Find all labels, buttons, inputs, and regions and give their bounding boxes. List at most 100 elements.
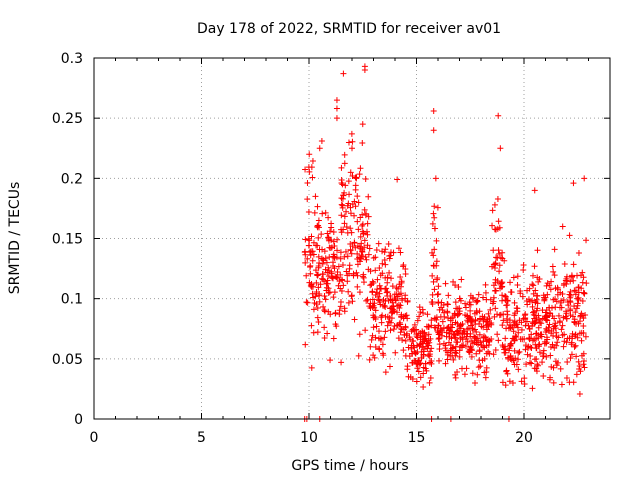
data-point <box>431 246 438 253</box>
data-point <box>508 289 515 296</box>
data-point <box>513 333 520 340</box>
data-point <box>460 328 467 335</box>
data-point <box>496 224 503 231</box>
data-point <box>330 253 337 260</box>
data-point <box>546 304 553 311</box>
data-point <box>520 266 527 273</box>
data-point <box>356 254 363 261</box>
data-point <box>428 345 435 352</box>
data-point <box>313 242 320 249</box>
data-point <box>444 301 451 308</box>
data-point <box>434 204 441 211</box>
data-point <box>367 343 374 350</box>
data-point <box>575 296 582 303</box>
data-point <box>482 289 489 296</box>
data-point <box>574 334 581 341</box>
data-point <box>567 299 574 306</box>
data-point <box>571 343 578 350</box>
data-point <box>416 313 423 320</box>
data-point <box>494 331 501 338</box>
data-point <box>387 319 394 326</box>
data-point <box>359 221 366 228</box>
data-point <box>509 380 516 387</box>
data-point <box>457 344 464 351</box>
data-point <box>559 223 566 230</box>
data-point <box>526 359 533 366</box>
data-point <box>340 282 347 289</box>
data-point <box>570 180 577 187</box>
data-point <box>574 302 581 309</box>
data-point <box>499 292 506 299</box>
data-point <box>395 335 402 342</box>
data-point <box>472 326 479 333</box>
data-point <box>414 365 421 372</box>
data-point <box>372 334 379 341</box>
data-point <box>343 208 350 215</box>
data-point <box>348 293 355 300</box>
data-point <box>483 364 490 371</box>
data-point <box>514 273 521 280</box>
y-tick-label: 0.1 <box>61 292 83 308</box>
data-point <box>386 252 393 259</box>
data-point <box>384 322 391 329</box>
data-point <box>310 251 317 258</box>
data-point <box>524 287 531 294</box>
data-point <box>547 286 554 293</box>
data-point <box>564 358 571 365</box>
data-point <box>571 287 578 294</box>
data-point <box>308 248 315 255</box>
data-point <box>353 269 360 276</box>
data-point <box>514 321 521 328</box>
data-point <box>452 282 459 289</box>
data-point <box>321 278 328 285</box>
data-point <box>449 324 456 331</box>
data-point <box>335 263 342 270</box>
data-point <box>518 319 525 326</box>
data-point <box>553 342 560 349</box>
data-point <box>341 220 348 227</box>
data-point <box>484 318 491 325</box>
data-point <box>431 225 438 232</box>
data-point <box>397 249 404 256</box>
data-point <box>390 249 397 256</box>
data-point <box>556 319 563 326</box>
data-point <box>363 297 370 304</box>
data-point <box>439 329 446 336</box>
data-point <box>558 381 565 388</box>
data-point <box>355 352 362 359</box>
data-point <box>430 107 437 114</box>
data-point <box>470 295 477 302</box>
data-point <box>317 281 324 288</box>
data-point <box>354 193 361 200</box>
data-point <box>495 218 502 225</box>
data-point <box>473 299 480 306</box>
data-point <box>388 315 395 322</box>
data-point <box>338 276 345 283</box>
data-point <box>568 341 575 348</box>
data-point <box>303 299 310 306</box>
data-point <box>338 229 345 236</box>
data-point <box>535 278 542 285</box>
data-point <box>467 292 474 299</box>
data-point <box>340 192 347 199</box>
data-point <box>332 310 339 317</box>
data-point <box>353 175 360 182</box>
data-point <box>456 353 463 360</box>
data-point <box>439 306 446 313</box>
data-point <box>352 182 359 189</box>
data-point <box>348 130 355 137</box>
data-point <box>503 368 510 375</box>
data-point <box>521 312 528 319</box>
data-point <box>386 363 393 370</box>
data-point <box>323 287 330 294</box>
data-point <box>345 299 352 306</box>
data-point <box>529 272 536 279</box>
data-point <box>483 296 490 303</box>
data-point <box>373 289 380 296</box>
data-point <box>558 326 565 333</box>
data-point <box>404 297 411 304</box>
data-point <box>521 380 528 387</box>
data-point <box>523 298 530 305</box>
data-point <box>554 286 561 293</box>
data-point <box>550 268 557 275</box>
